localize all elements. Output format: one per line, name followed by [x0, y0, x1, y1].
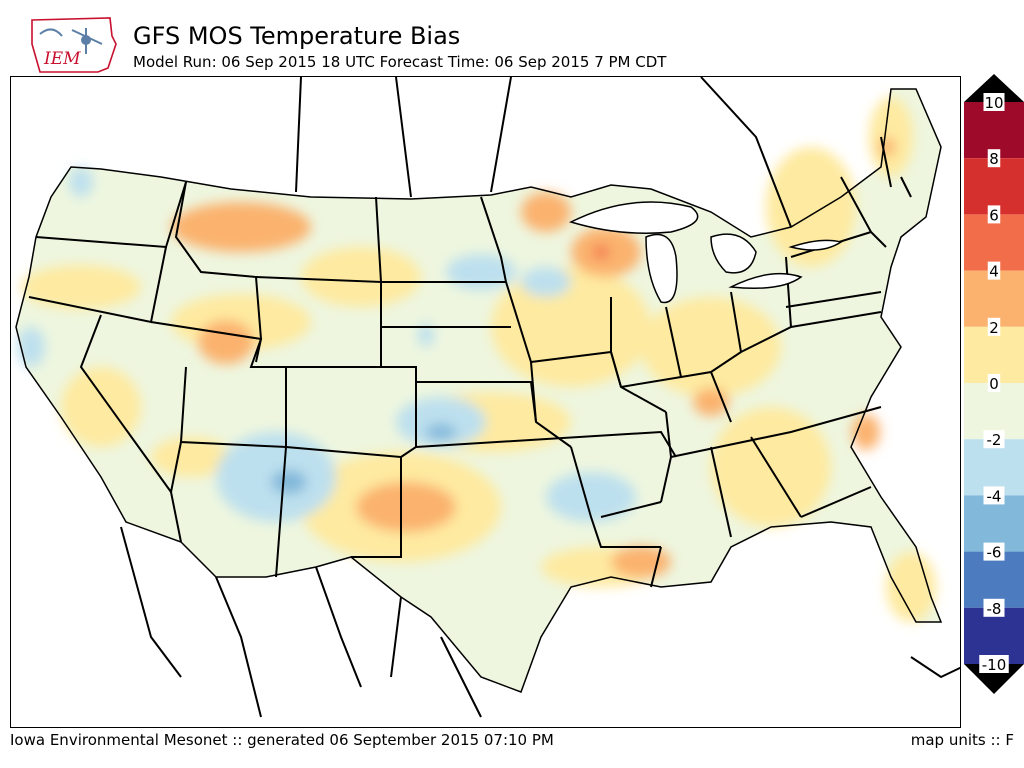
map-title: GFS MOS Temperature Bias: [133, 22, 461, 50]
colorbar-tick-label: 0: [989, 375, 999, 393]
colorbar-label-bg: [983, 486, 1005, 505]
colorbar-label-bg: [983, 542, 1005, 561]
colorbar-tick-label: -6: [987, 544, 1002, 562]
colorbar-swatch: [964, 551, 1024, 608]
colorbar-label-bg: [979, 655, 1009, 673]
colorbar-tick-label: 2: [989, 319, 999, 337]
colorbar-swatch: [964, 326, 1024, 383]
colorbar-tick-label: -10: [982, 656, 1007, 674]
colorbar-max-arrow: [964, 74, 1024, 102]
colorbar-swatch: [964, 158, 1024, 215]
map-units-text: map units :: F: [910, 731, 1014, 749]
great-lakes: [568, 201, 843, 304]
iem-logo: IEM: [28, 14, 120, 76]
colorbar-legend: 10 8 6 4 2 0 -2 -4 -6 -8 -10: [961, 74, 1024, 694]
colorbar-label-bg: [983, 598, 1005, 617]
colorbar-label-bg: [987, 317, 1001, 336]
colorbar-swatch: [964, 607, 1024, 664]
colorbar-label-bg: [987, 149, 1001, 168]
map-subtitle: Model Run: 06 Sep 2015 18 UTC Forecast T…: [133, 53, 667, 71]
colorbar-tick-label: -2: [987, 431, 1002, 449]
colorbar-tick-label: -8: [987, 600, 1002, 618]
colorbar-tick-label: 6: [989, 206, 999, 224]
colorbar-label-bg: [983, 93, 1005, 111]
bias-map: [10, 76, 961, 728]
colorbar-swatch: [964, 383, 1024, 440]
colorbar-tick-label: 4: [989, 263, 999, 281]
colorbar-label-bg: [987, 205, 1001, 224]
colorbar-tick-label: 8: [989, 150, 999, 168]
conus-outline: [15, 88, 943, 693]
logo-text: IEM: [43, 49, 81, 69]
colorbar-swatch: [964, 214, 1024, 271]
bias-contours: [17, 97, 936, 622]
colorbar-label-bg: [987, 374, 1001, 392]
colorbar-min-arrow: [964, 664, 1024, 694]
credit-text: Iowa Environmental Mesonet :: generated …: [10, 731, 554, 749]
colorbar-swatch: [964, 270, 1024, 327]
colorbar-tick-label: 10: [984, 94, 1003, 112]
colorbar-swatch: [964, 495, 1024, 552]
colorbar-swatch: [964, 102, 1024, 159]
colorbar-label-bg: [987, 261, 1001, 280]
colorbar-swatch: [964, 439, 1024, 496]
canada-mexico-boundaries: [120, 77, 960, 718]
colorbar-tick-label: -4: [987, 487, 1002, 505]
colorbar-label-bg: [983, 430, 1005, 449]
